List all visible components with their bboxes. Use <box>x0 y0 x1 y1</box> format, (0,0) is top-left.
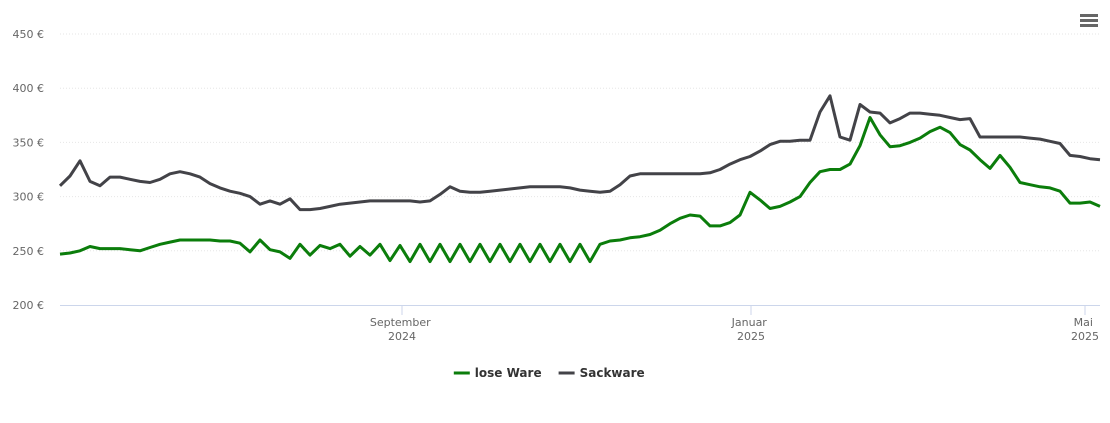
x-tick-label: Mai 2025 <box>1071 316 1099 343</box>
series-line <box>58 94 1101 212</box>
y-tick-label: 400 € <box>13 82 45 95</box>
menu-bar <box>1080 24 1098 27</box>
legend-label: lose Ware <box>475 366 542 380</box>
legend-item[interactable]: Sackware <box>558 366 645 380</box>
y-tick-label: 250 € <box>13 245 45 258</box>
y-tick-label: 350 € <box>13 136 45 149</box>
y-tick-label: 450 € <box>13 28 45 41</box>
menu-bar <box>1080 14 1098 17</box>
legend-label: Sackware <box>580 366 645 380</box>
y-tick-label: 200 € <box>13 299 45 312</box>
menu-bar <box>1080 19 1098 22</box>
menu-button[interactable] <box>1080 14 1098 27</box>
x-tick-label: Januar 2025 <box>731 316 771 343</box>
x-tick-label: September 2024 <box>370 316 434 343</box>
series-line <box>59 116 1101 264</box>
legend-item[interactable]: lose Ware <box>453 366 542 380</box>
y-tick-label: 300 € <box>13 191 45 204</box>
